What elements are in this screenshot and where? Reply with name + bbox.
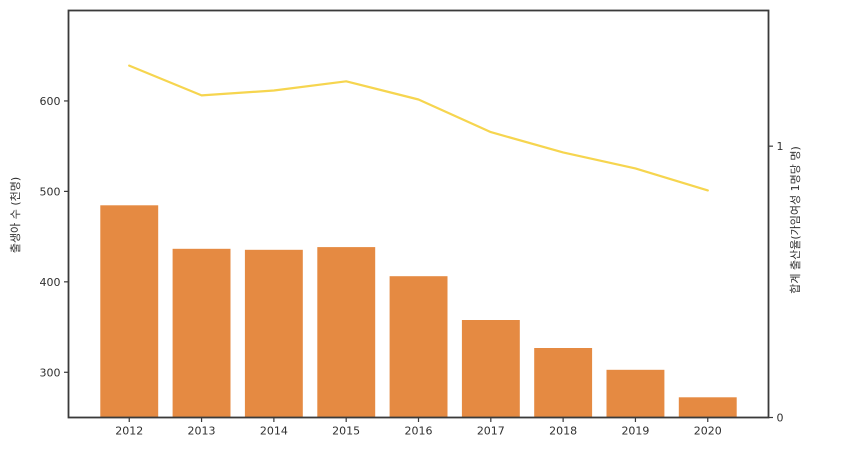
y-left-tick-label: 600 xyxy=(40,95,61,108)
left-axis-title: 출생아 수 (천명) xyxy=(8,177,22,253)
y-right-tick-label: 1 xyxy=(777,140,784,153)
bar-2019 xyxy=(606,369,665,418)
x-tick-label: 2012 xyxy=(115,425,143,438)
bars-series xyxy=(100,205,737,418)
bar-2020 xyxy=(678,397,737,418)
bar-2013 xyxy=(172,248,231,418)
plot-area: 300 400 500 600 0 1 2012 2013 2014 2015 2016 2017 20… xyxy=(40,9,784,438)
x-tick-label: 2015 xyxy=(332,425,360,438)
bar-2015 xyxy=(317,247,376,418)
y-right-tick-label: 0 xyxy=(777,412,784,425)
y-left-tick-label: 400 xyxy=(40,276,61,289)
right-axis-title: 합계 출산율(가임여성 1명당 명) xyxy=(789,146,802,294)
bar-2016 xyxy=(389,276,448,418)
bar-2014 xyxy=(244,249,303,418)
fertility-rate-line xyxy=(128,64,709,192)
x-tick-label: 2017 xyxy=(477,425,505,438)
x-tick-label: 2014 xyxy=(260,425,288,438)
y-left-tick-label: 500 xyxy=(40,185,61,198)
x-tick-label: 2016 xyxy=(405,425,433,438)
y-left-tick-label: 300 xyxy=(40,366,61,379)
x-tick-label: 2013 xyxy=(188,425,216,438)
bar-2018 xyxy=(534,348,593,418)
bar-2012 xyxy=(100,205,159,418)
x-tick-label: 2020 xyxy=(694,425,722,438)
bar-2017 xyxy=(461,320,520,418)
x-tick-label: 2019 xyxy=(621,425,649,438)
x-tick-label: 2018 xyxy=(549,425,577,438)
